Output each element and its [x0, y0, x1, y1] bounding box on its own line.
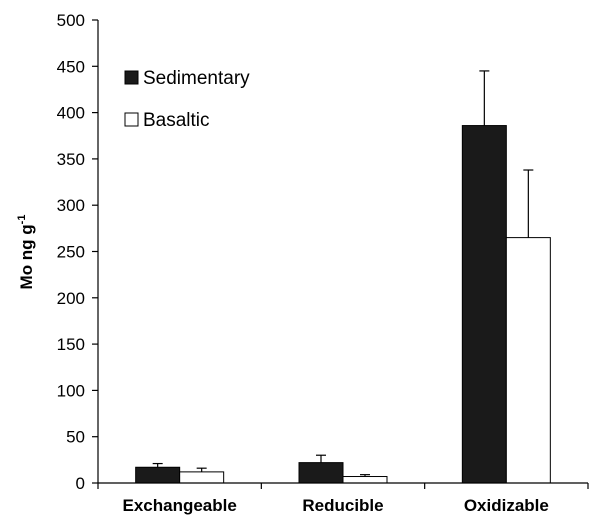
y-tick-label: 300 [57, 196, 85, 215]
bar-basaltic-oxidizable [506, 238, 550, 483]
bar-sedimentary-oxidizable [462, 126, 506, 483]
bar-sedimentary-exchangeable [136, 467, 180, 483]
y-tick-label: 350 [57, 150, 85, 169]
y-axis-label: Mo ng g-1 [16, 215, 36, 290]
bar-sedimentary-reducible [299, 463, 343, 483]
x-axis-ticks [98, 483, 588, 489]
legend-label-basaltic: Basaltic [143, 110, 210, 131]
y-axis-ticks: 0 50 100 150 200 250 300 350 400 450 500 [57, 11, 98, 493]
legend-swatch-basaltic [125, 113, 138, 126]
y-tick-label: 50 [66, 428, 85, 447]
bar-basaltic-exchangeable [180, 472, 224, 483]
y-tick-label: 150 [57, 335, 85, 354]
y-tick-label: 100 [57, 381, 85, 400]
y-tick-label: 500 [57, 11, 85, 30]
bars [136, 126, 551, 483]
bar-basaltic-reducible [343, 477, 387, 483]
y-tick-label: 0 [76, 474, 85, 493]
y-tick-label: 400 [57, 104, 85, 123]
x-axis-category-labels: Exchangeable Reducible Oxidizable [123, 496, 549, 515]
y-tick-label: 250 [57, 243, 85, 262]
y-tick-label: 200 [57, 289, 85, 308]
legend-label-sedimentary: Sedimentary [143, 68, 250, 89]
category-label: Exchangeable [123, 496, 237, 515]
y-axis-label-text: Mo ng g [17, 224, 36, 289]
legend-swatch-sedimentary [125, 71, 138, 84]
y-axis-label-superscript: -1 [16, 215, 28, 225]
legend: Sedimentary Basaltic [125, 68, 250, 131]
category-label: Oxidizable [464, 496, 549, 515]
y-tick-label: 450 [57, 57, 85, 76]
category-label: Reducible [302, 496, 383, 515]
